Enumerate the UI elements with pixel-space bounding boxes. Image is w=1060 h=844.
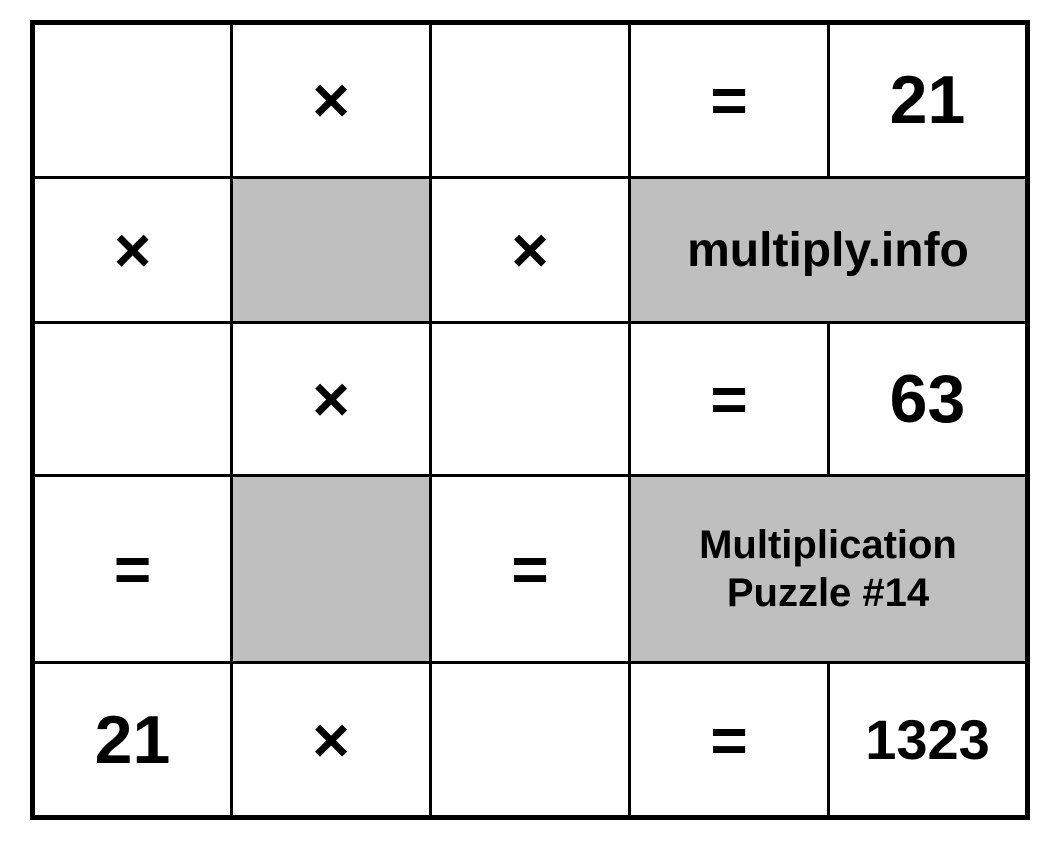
cell-r5c5-result: 1323	[829, 663, 1028, 818]
cell-r4c4c5-title: Multiplication Puzzle #14	[630, 476, 1028, 663]
cell-r4c1-equals: =	[33, 476, 232, 663]
cell-r1c4-equals: =	[630, 23, 829, 178]
cell-r5c1-result: 21	[33, 663, 232, 818]
cell-r2c1-times: ×	[33, 177, 232, 322]
cell-r3c4-equals: =	[630, 323, 829, 476]
cell-r1c3-input[interactable]	[431, 23, 630, 178]
cell-r1c1-input[interactable]	[33, 23, 232, 178]
cell-r3c2-times: ×	[232, 323, 431, 476]
cell-r3c3-input[interactable]	[431, 323, 630, 476]
cell-r2c3-times: ×	[431, 177, 630, 322]
cell-r5c2-times: ×	[232, 663, 431, 818]
multiplication-puzzle-grid: × = 21 × × multiply.info × = 63 = = Mult…	[30, 20, 1030, 820]
cell-r2c2-blank	[232, 177, 431, 322]
cell-r3c5-result: 63	[829, 323, 1028, 476]
cell-r3c1-input[interactable]	[33, 323, 232, 476]
cell-r1c2-times: ×	[232, 23, 431, 178]
cell-r2c4c5-brand: multiply.info	[630, 177, 1028, 322]
puzzle-title-line1: Multiplication	[699, 523, 957, 567]
cell-r1c5-result: 21	[829, 23, 1028, 178]
cell-r4c3-equals: =	[431, 476, 630, 663]
cell-r5c4-equals: =	[630, 663, 829, 818]
cell-r4c2-blank	[232, 476, 431, 663]
puzzle-title-line2: Puzzle #14	[727, 571, 929, 615]
cell-r5c3-input[interactable]	[431, 663, 630, 818]
